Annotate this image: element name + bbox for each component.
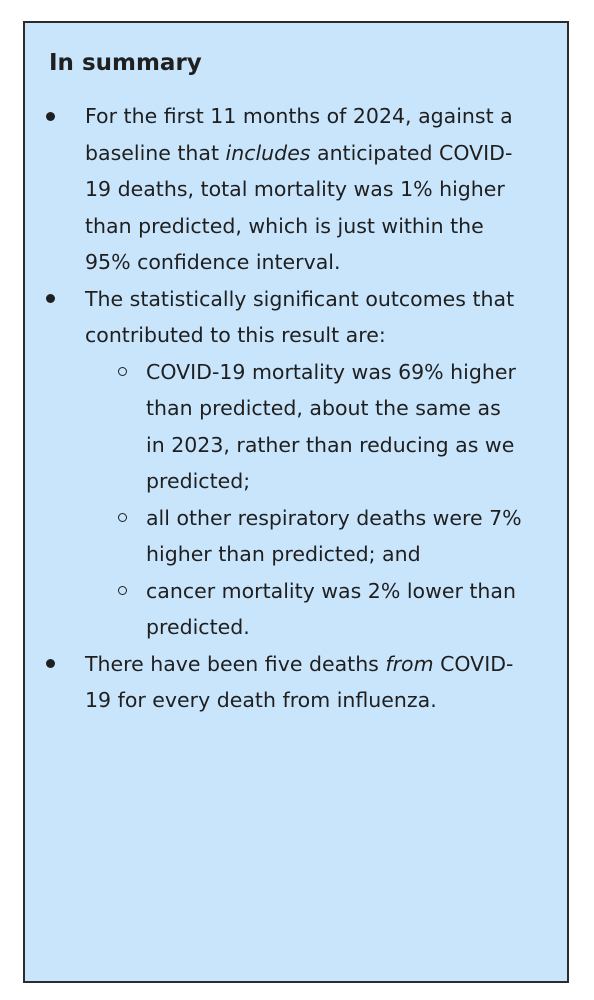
bullet-disc-icon (40, 98, 60, 135)
sub-list-item: COVID-19 mortality was 69% higher than p… (146, 354, 525, 500)
sub-bullet-list: COVID-19 mortality was 69% higher than p… (85, 354, 525, 646)
bullet-circle-icon (115, 500, 129, 537)
bullet-text-before: There have been five deaths (85, 651, 386, 676)
list-item: There have been five deaths from COVID-1… (85, 646, 525, 719)
list-item: For the first 11 months of 2024, against… (85, 98, 525, 281)
summary-title: In summary (49, 50, 202, 76)
list-item: The statistically significant outcomes t… (85, 281, 525, 646)
bullet-circle-icon (115, 354, 129, 391)
bullet-text-before: For the first 11 months of 2024, against… (85, 104, 513, 165)
sub-bullet-text: COVID-19 mortality was 69% higher than p… (146, 359, 516, 494)
bullet-text: The statistically significant outcomes t… (85, 286, 515, 348)
sub-bullet-text: all other respiratory deaths were 7% hig… (146, 505, 522, 567)
sub-list-item: cancer mortality was 2% lower than predi… (146, 573, 525, 646)
sub-list-item: all other respiratory deaths were 7% hig… (146, 500, 525, 573)
bullet-text-after: anticipated COVID-19 deaths, total morta… (85, 140, 513, 275)
bullet-text-emphasis: from (385, 651, 434, 676)
bullet-disc-icon (40, 646, 60, 683)
summary-box: In summary (23, 21, 569, 983)
bullet-circle-icon (115, 573, 129, 610)
bullet-text-emphasis: includes (225, 140, 311, 165)
bullet-text-after: COVID-19 for every death from influenza. (85, 651, 514, 713)
bullet-disc-icon (40, 281, 60, 318)
sub-bullet-text: cancer mortality was 2% lower than predi… (146, 578, 516, 640)
summary-bullet-list: For the first 11 months of 2024, against… (85, 98, 525, 719)
